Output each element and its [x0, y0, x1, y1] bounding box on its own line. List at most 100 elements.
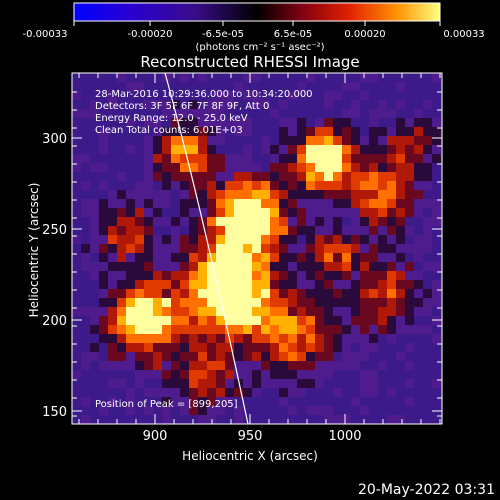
image-pixel	[108, 271, 117, 280]
image-pixel	[153, 91, 162, 100]
image-pixel	[405, 244, 414, 253]
image-pixel	[117, 91, 126, 100]
image-pixel	[333, 388, 342, 397]
image-pixel	[225, 307, 234, 316]
image-pixel	[369, 100, 378, 109]
image-pixel	[81, 343, 90, 352]
image-pixel	[198, 253, 207, 262]
image-pixel	[279, 181, 288, 190]
image-pixel	[153, 145, 162, 154]
image-pixel	[369, 334, 378, 343]
image-pixel	[225, 226, 234, 235]
image-pixel	[252, 118, 261, 127]
image-pixel	[360, 163, 369, 172]
image-pixel	[171, 406, 180, 415]
image-pixel	[432, 100, 441, 109]
image-pixel	[108, 343, 117, 352]
image-pixel	[162, 370, 171, 379]
image-pixel	[234, 352, 243, 361]
image-pixel	[198, 73, 207, 82]
colorbar-tick-label: -6.5e-05	[202, 29, 244, 40]
image-pixel	[288, 82, 297, 91]
image-pixel	[288, 118, 297, 127]
image-pixel	[432, 298, 441, 307]
image-pixel	[270, 271, 279, 280]
image-pixel	[108, 136, 117, 145]
image-pixel	[378, 316, 387, 325]
image-pixel	[306, 379, 315, 388]
image-pixel	[333, 289, 342, 298]
image-pixel	[225, 163, 234, 172]
image-pixel	[342, 154, 351, 163]
image-pixel	[153, 208, 162, 217]
image-pixel	[387, 325, 396, 334]
image-pixel	[99, 82, 108, 91]
image-pixel	[297, 145, 306, 154]
image-pixel	[432, 163, 441, 172]
image-pixel	[333, 262, 342, 271]
image-pixel	[423, 325, 432, 334]
image-pixel	[135, 289, 144, 298]
image-pixel	[414, 136, 423, 145]
image-pixel	[396, 172, 405, 181]
image-pixel	[342, 316, 351, 325]
image-pixel	[198, 199, 207, 208]
image-pixel	[207, 217, 216, 226]
image-pixel	[261, 415, 270, 424]
image-pixel	[288, 235, 297, 244]
image-pixel	[198, 208, 207, 217]
image-pixel	[81, 307, 90, 316]
image-pixel	[333, 361, 342, 370]
image-pixel	[315, 82, 324, 91]
image-pixel	[180, 91, 189, 100]
image-pixel	[252, 397, 261, 406]
image-pixel	[108, 181, 117, 190]
image-pixel	[270, 388, 279, 397]
image-pixel	[171, 154, 180, 163]
image-pixel	[378, 388, 387, 397]
image-pixel	[72, 208, 81, 217]
image-pixel	[135, 271, 144, 280]
image-pixel	[126, 208, 135, 217]
image-pixel	[81, 118, 90, 127]
image-pixel	[180, 190, 189, 199]
image-pixel	[99, 361, 108, 370]
image-pixel	[153, 406, 162, 415]
image-pixel	[342, 100, 351, 109]
image-pixel	[414, 289, 423, 298]
image-pixel	[261, 361, 270, 370]
image-pixel	[378, 334, 387, 343]
image-pixel	[171, 280, 180, 289]
image-pixel	[72, 181, 81, 190]
image-pixel	[171, 127, 180, 136]
image-pixel	[117, 370, 126, 379]
image-pixel	[207, 307, 216, 316]
image-pixel	[306, 388, 315, 397]
image-pixel	[315, 352, 324, 361]
image-pixel	[108, 379, 117, 388]
image-pixel	[333, 298, 342, 307]
image-pixel	[90, 361, 99, 370]
image-pixel	[369, 379, 378, 388]
image-pixel	[207, 343, 216, 352]
image-pixel	[324, 109, 333, 118]
image-pixel	[369, 307, 378, 316]
image-pixel	[234, 91, 243, 100]
image-pixel	[243, 127, 252, 136]
image-pixel	[207, 334, 216, 343]
image-pixel	[387, 334, 396, 343]
image-pixel	[126, 217, 135, 226]
image-pixel	[144, 397, 153, 406]
image-pixel	[297, 307, 306, 316]
image-pixel	[243, 73, 252, 82]
image-pixel	[387, 199, 396, 208]
image-pixel	[360, 190, 369, 199]
image-pixel	[198, 370, 207, 379]
image-pixel	[414, 73, 423, 82]
image-pixel	[243, 397, 252, 406]
image-pixel	[342, 343, 351, 352]
image-pixel	[234, 406, 243, 415]
image-pixel	[324, 307, 333, 316]
image-pixel	[198, 127, 207, 136]
image-pixel	[90, 109, 99, 118]
